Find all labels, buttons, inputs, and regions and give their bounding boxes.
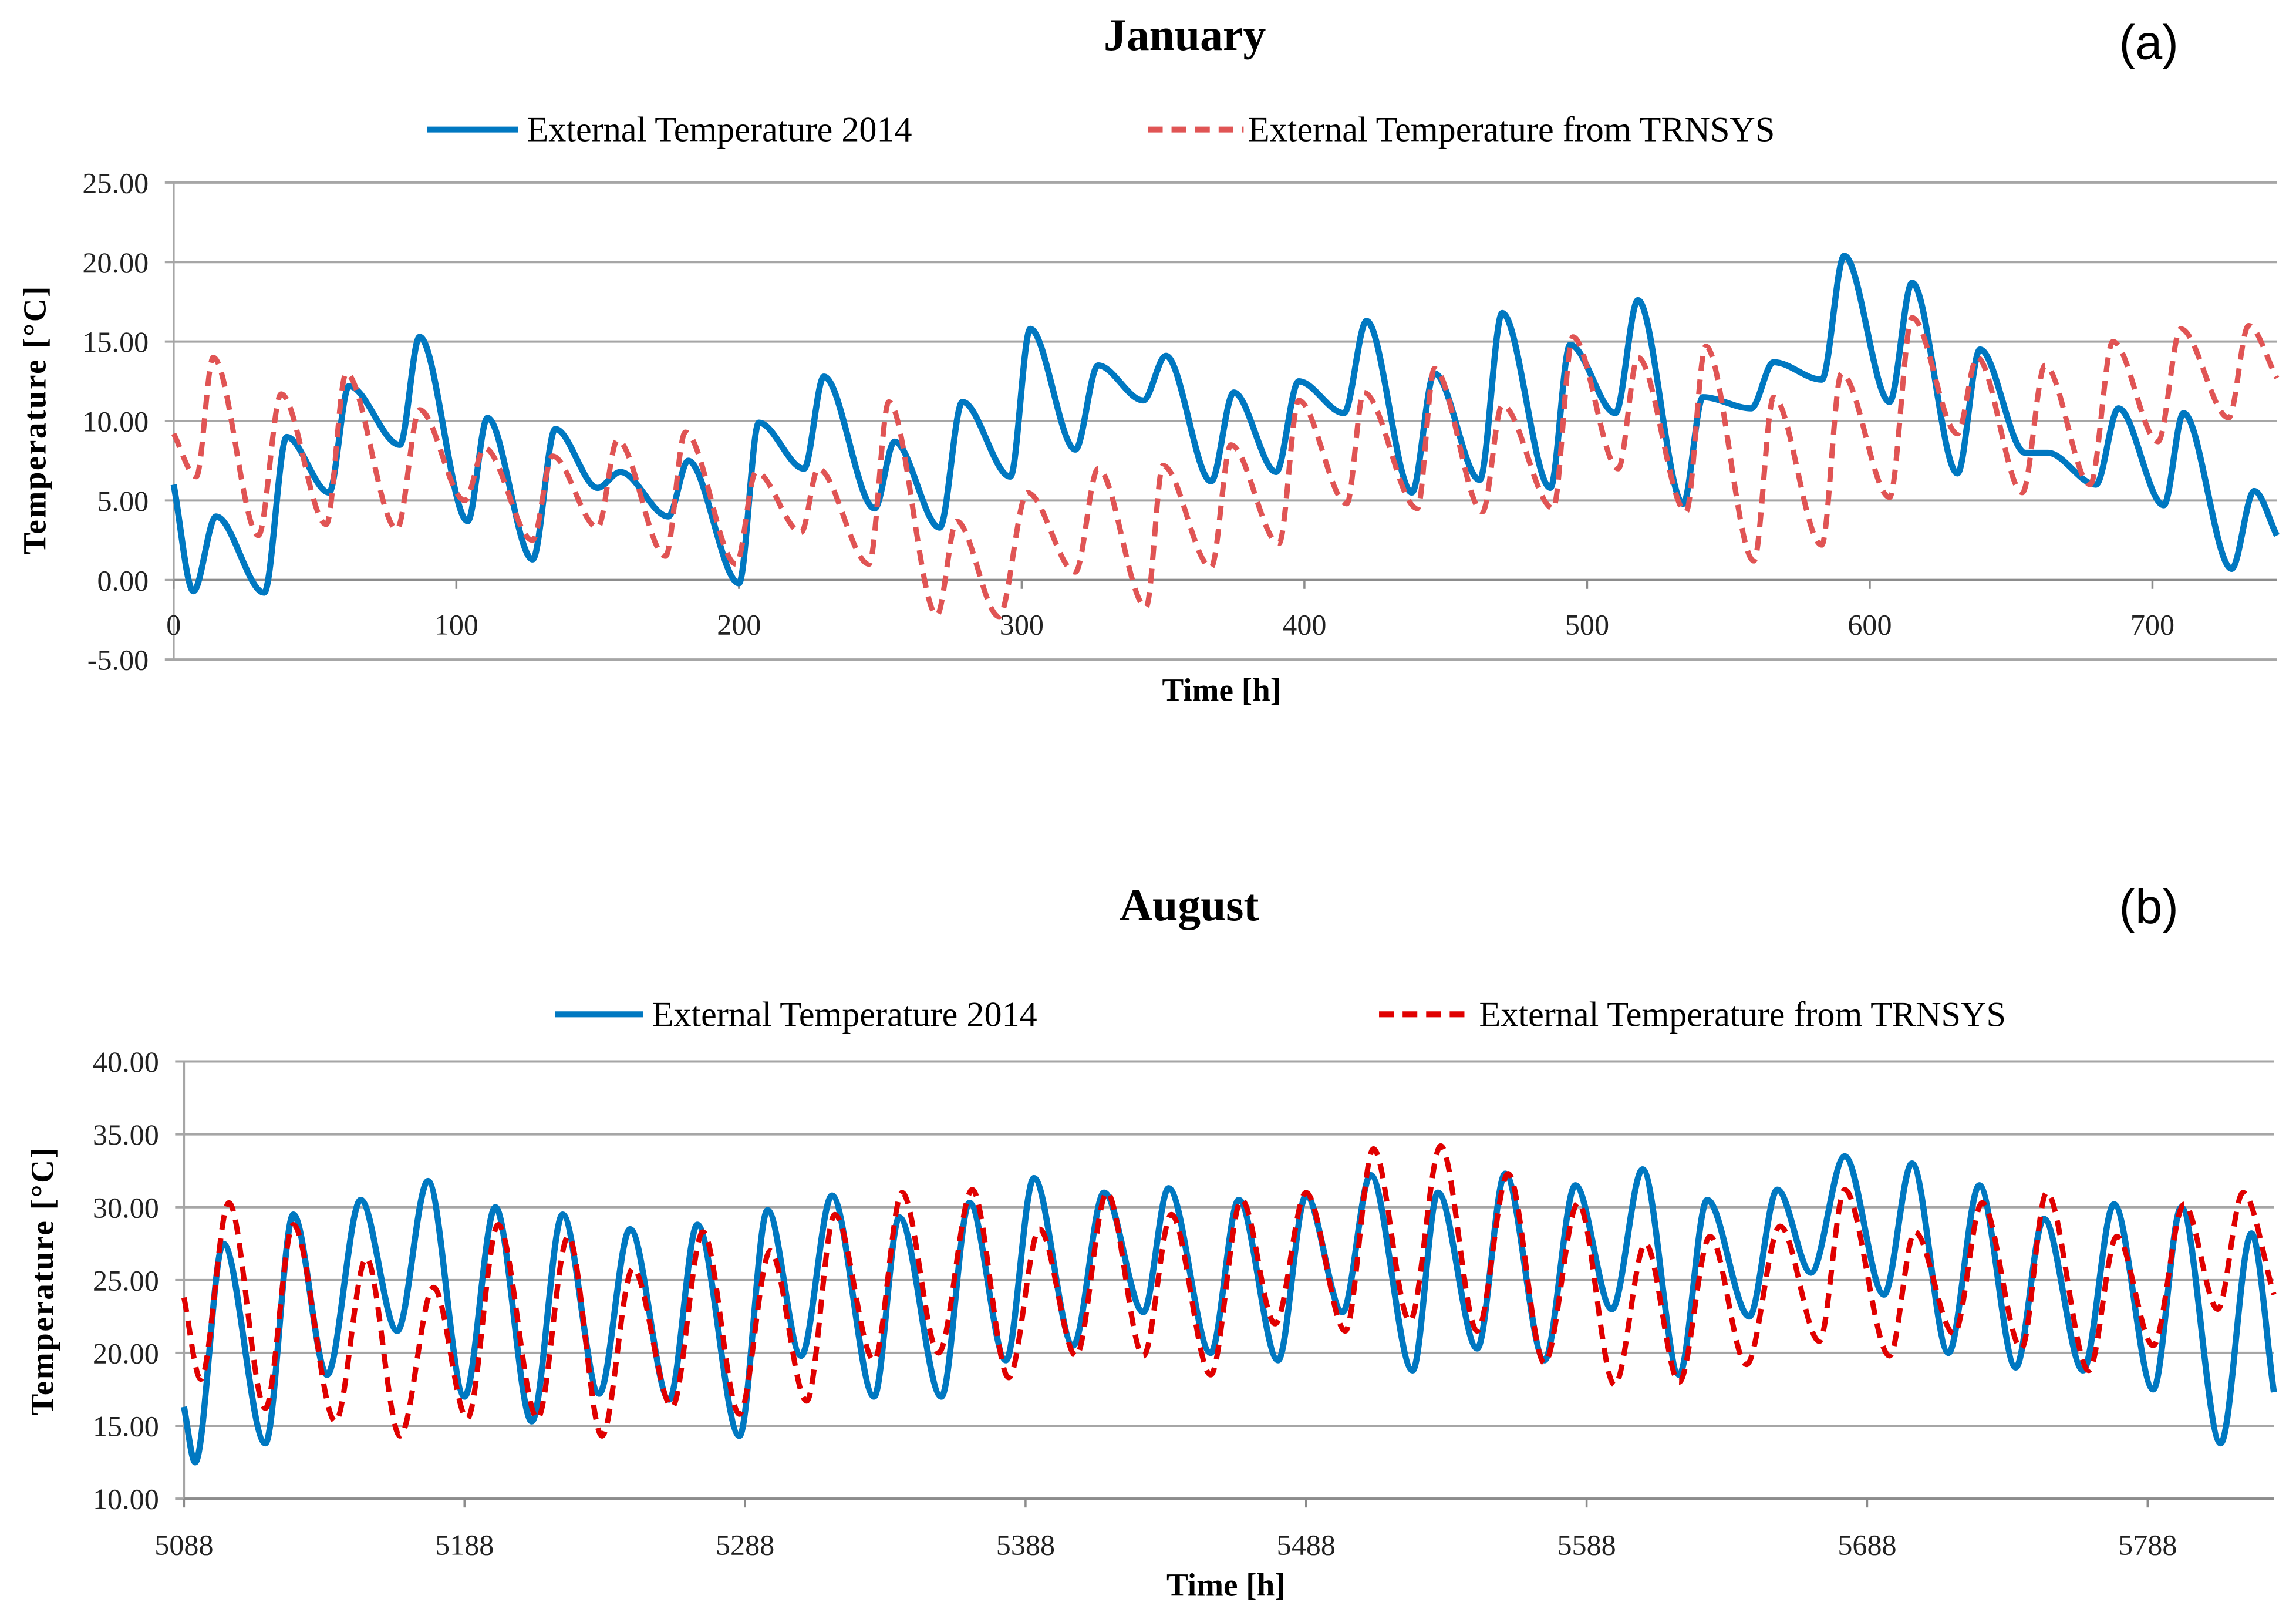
legend-label-trnsys: External Temperature from TRNSYS bbox=[1248, 110, 1775, 150]
plot-area: -5.00 0.00 5.00 10.00 15.00 20.00 25.00 0 100 200… bbox=[82, 166, 2280, 676]
y-axis-title: Temperature [°C] bbox=[24, 1146, 60, 1416]
x-tick-label: 5188 bbox=[435, 1528, 494, 1561]
x-tick-label: 5688 bbox=[1838, 1528, 1896, 1561]
x-tick-label: 700 bbox=[2130, 608, 2174, 641]
chart-title: January bbox=[1104, 9, 1266, 60]
x-tick-label: 100 bbox=[434, 608, 478, 641]
chart-title: August bbox=[1120, 880, 1259, 930]
y-tick-label: 40.00 bbox=[93, 1045, 159, 1078]
plot-area: 10.00 15.00 20.00 25.00 30.00 35.00 40.00 5088 5… bbox=[93, 1045, 2277, 1561]
x-tick-label: 400 bbox=[1282, 608, 1326, 641]
series-line-trnsys bbox=[181, 1143, 2277, 1439]
x-tick-label: 5588 bbox=[1557, 1528, 1616, 1561]
y-axis-title: Temperature [°C] bbox=[17, 285, 53, 554]
y-tick-label: 0.00 bbox=[97, 564, 149, 597]
chart-january: January (a) External Temperature 2014 Ex… bbox=[17, 9, 2280, 708]
x-tick-label: 5788 bbox=[2118, 1528, 2177, 1561]
legend: External Temperature 2014 External Tempe… bbox=[427, 110, 1775, 150]
y-tick-label: 15.00 bbox=[82, 325, 149, 358]
y-tick-label: 15.00 bbox=[93, 1410, 159, 1443]
y-tick-label: 25.00 bbox=[82, 166, 149, 199]
x-tick-label: 5288 bbox=[716, 1528, 774, 1561]
x-axis-title: Time [h] bbox=[1166, 1567, 1286, 1603]
x-tick-label: 5488 bbox=[1277, 1528, 1336, 1561]
y-tick-label: 5.00 bbox=[97, 484, 149, 517]
series-line-trnsys bbox=[171, 315, 2280, 620]
x-tick-label: 600 bbox=[1847, 608, 1892, 641]
legend-label-trnsys: External Temperature from TRNSYS bbox=[1479, 995, 2006, 1034]
x-tick-label: 500 bbox=[1565, 608, 1609, 641]
legend: External Temperature 2014 External Tempe… bbox=[555, 995, 2006, 1034]
y-tick-label: 35.00 bbox=[93, 1118, 159, 1151]
legend-label-2014: External Temperature 2014 bbox=[652, 995, 1037, 1034]
series-line-external-2014 bbox=[170, 253, 2280, 596]
x-tick-label: 0 bbox=[166, 608, 181, 641]
x-tick-label: 5088 bbox=[154, 1528, 213, 1561]
panel-label: (b) bbox=[2119, 879, 2179, 934]
y-tick-label: 20.00 bbox=[82, 246, 149, 279]
x-axis-title: Time [h] bbox=[1162, 672, 1281, 708]
y-tick-label: -5.00 bbox=[87, 644, 149, 676]
y-tick-label: 25.00 bbox=[93, 1264, 159, 1297]
y-tick-label: 30.00 bbox=[93, 1191, 159, 1224]
chart-august: August (b) External Temperature 2014 Ext… bbox=[24, 879, 2277, 1603]
x-tick-label: 200 bbox=[717, 608, 761, 641]
y-tick-label: 10.00 bbox=[82, 405, 149, 438]
panel-label: (a) bbox=[2119, 15, 2179, 69]
legend-label-2014: External Temperature 2014 bbox=[527, 110, 912, 150]
x-tick-label: 300 bbox=[1000, 608, 1044, 641]
y-tick-label: 20.00 bbox=[93, 1337, 159, 1369]
y-tick-label: 10.00 bbox=[93, 1483, 159, 1516]
x-tick-label: 5388 bbox=[996, 1528, 1055, 1561]
